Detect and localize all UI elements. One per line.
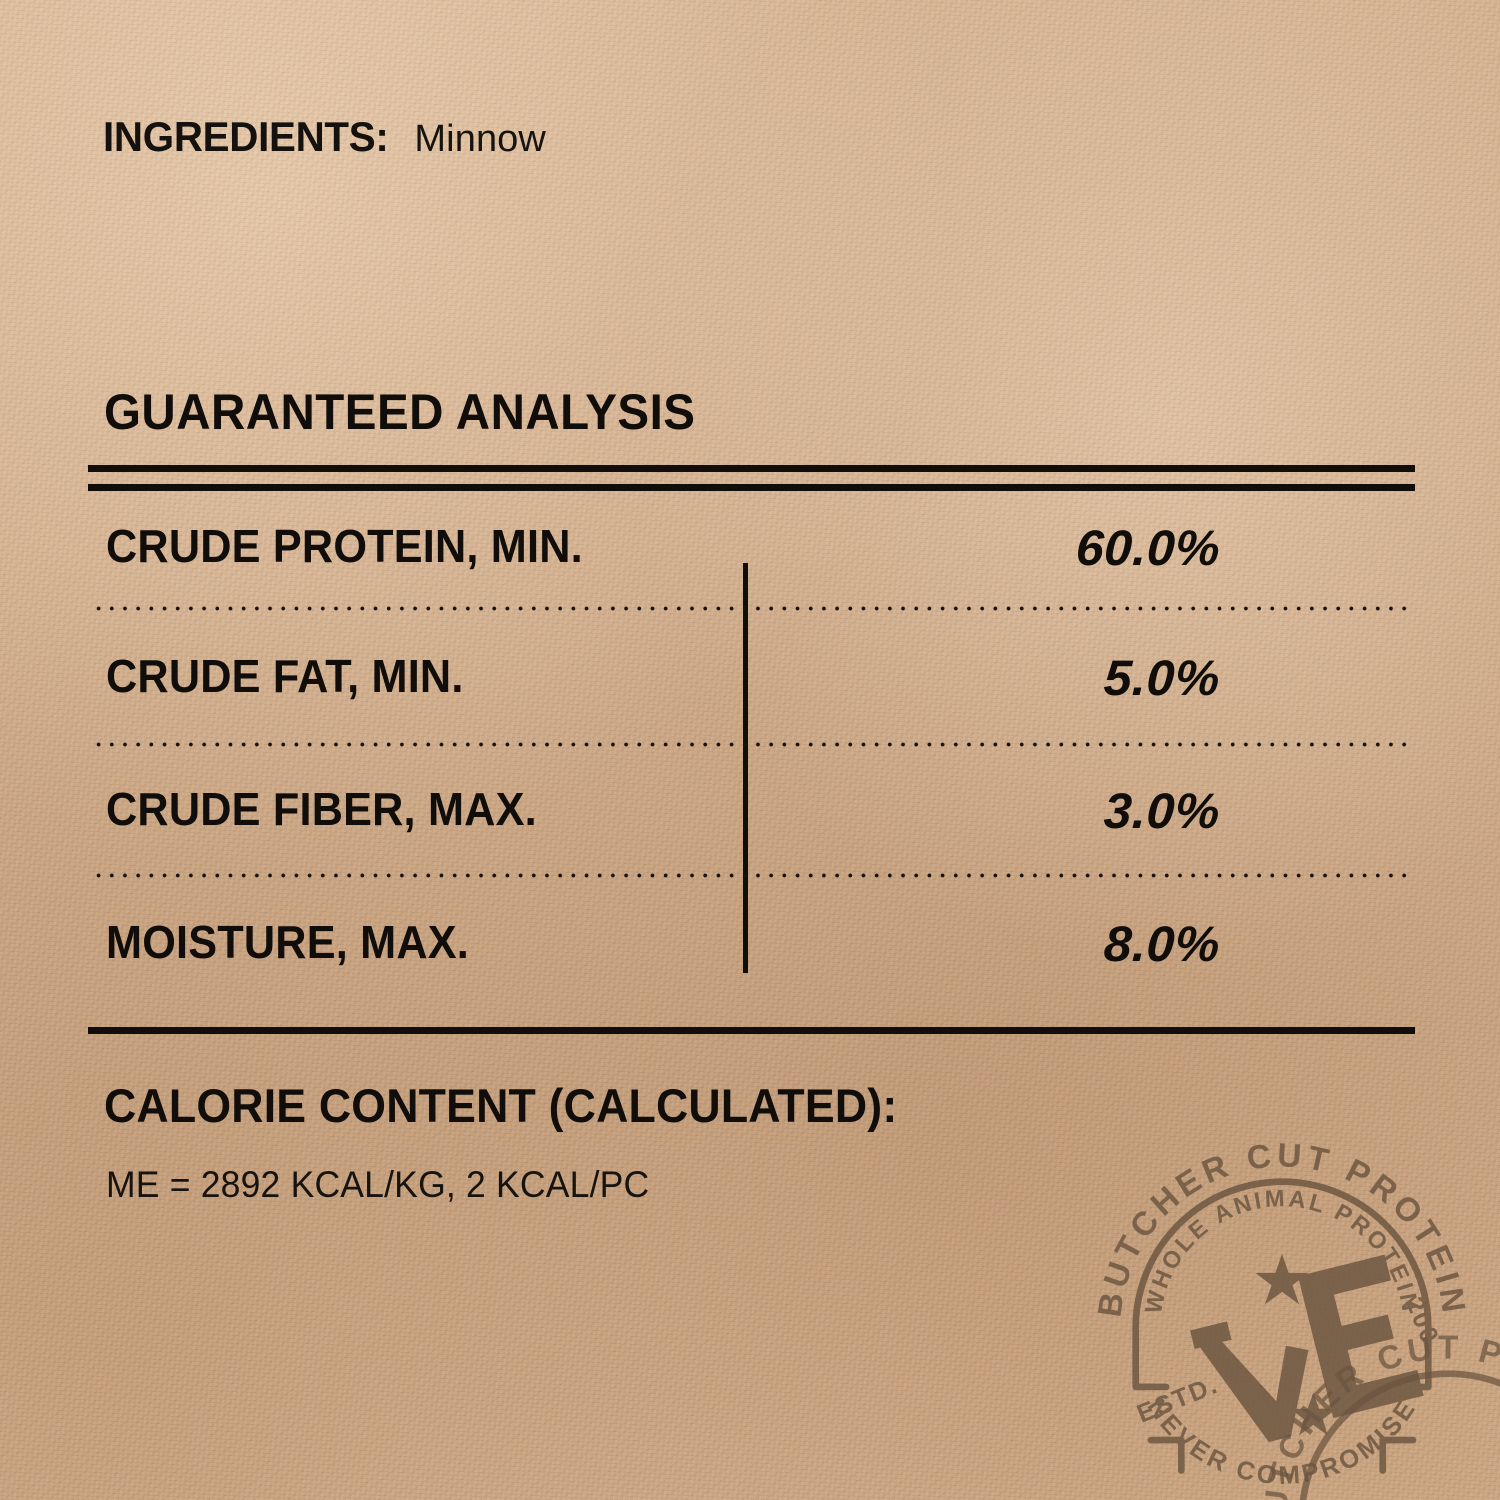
stamp-arc-bottom-text: NEVER COMPROMISE (1142, 1394, 1419, 1491)
row-separator-dotted (92, 606, 1414, 611)
svg-text:WHOLE ANIMAL PROTEIN: WHOLE ANIMAL PROTEIN (1140, 1185, 1424, 1316)
row-separator-dotted (92, 873, 1414, 878)
stamp-estd-label: ESTD. (1133, 1371, 1222, 1429)
table-top-rule-lower (88, 484, 1415, 491)
row-label: MOISTURE, MAX. (106, 916, 469, 968)
stamp-arc-top-text: BUTCHER CUT PROTEIN (1092, 1138, 1468, 1319)
ingredients-line: INGREDIENTS: Minnow (103, 113, 546, 161)
row-value: 8.0% (1102, 916, 1222, 972)
row-value: 3.0% (1102, 783, 1222, 839)
guaranteed-analysis-heading: GUARANTEED ANALYSIS (104, 384, 696, 440)
stamp2-arc-top-text: BUTCHER CUT PROTEIN (1223, 1295, 1500, 1500)
calorie-content-heading: CALORIE CONTENT (CALCULATED): (104, 1079, 898, 1132)
svg-text:BUTCHER CUT PROTEIN: BUTCHER CUT PROTEIN (1223, 1295, 1500, 1500)
row-separator-dotted (92, 742, 1414, 747)
table-column-divider (743, 563, 748, 973)
svg-text:NEVER COMPROMISE: NEVER COMPROMISE (1142, 1394, 1423, 1491)
butcher-cut-protein-stamp-icon: BUTCHER CUT PROTEIN WHOLE ANIMAL PROTEIN… (1092, 1138, 1472, 1500)
table-bottom-rule (88, 1027, 1415, 1034)
row-value: 5.0% (1102, 650, 1222, 706)
ingredients-value: Minnow (414, 118, 546, 160)
butcher-cut-protein-stamp-secondary-icon: BUTCHER CUT PROTEIN NEVER COMPROMISE (1223, 1295, 1500, 1500)
stamp-star-top (1255, 1253, 1309, 1305)
row-label: CRUDE FAT, MIN. (106, 650, 464, 702)
stamp-estd-year: 200 (1400, 1293, 1444, 1348)
stamp-monogram (1190, 1254, 1424, 1443)
table-top-rule-upper (88, 465, 1415, 472)
row-label: CRUDE PROTEIN, MIN. (106, 520, 583, 572)
svg-text:BUTCHER CUT PROTEIN: BUTCHER CUT PROTEIN (1092, 1138, 1472, 1319)
stamp-star-bottom (1290, 1392, 1337, 1436)
row-label: CRUDE FIBER, MAX. (106, 783, 537, 835)
ingredients-label: INGREDIENTS: (103, 113, 389, 160)
row-value: 60.0% (1074, 520, 1222, 576)
calorie-content-value: ME = 2892 KCAL/KG, 2 KCAL/PC (106, 1164, 650, 1205)
stamp-arc-inner-text: WHOLE ANIMAL PROTEIN (1140, 1185, 1421, 1316)
